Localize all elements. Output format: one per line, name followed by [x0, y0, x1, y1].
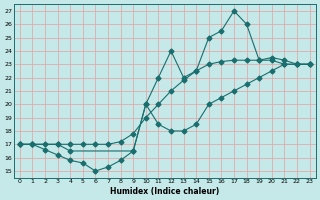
X-axis label: Humidex (Indice chaleur): Humidex (Indice chaleur): [110, 187, 219, 196]
